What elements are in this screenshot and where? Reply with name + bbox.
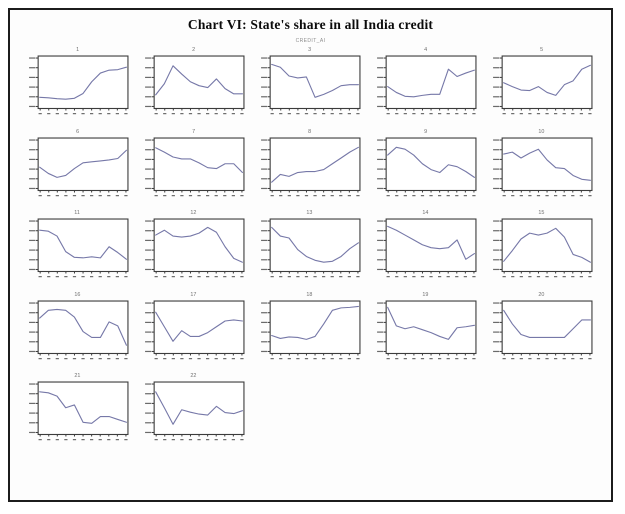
subplot-number: 3 xyxy=(307,47,312,53)
subplot-14: 14 xyxy=(371,210,480,282)
data-line xyxy=(271,226,359,263)
charts-grid: 1 2 3 4 5 6 7 8 9 10 11 12 13 14 15 16 17 18 19 20 21 22 xyxy=(10,44,611,445)
subplot-canvas xyxy=(261,137,361,196)
subplot-22: 22 xyxy=(139,373,248,445)
subplot-number: 2 xyxy=(191,47,196,53)
data-line xyxy=(271,305,359,340)
subplot-canvas xyxy=(377,218,477,278)
subplot-number: 5 xyxy=(539,47,544,53)
subplot-number: 17 xyxy=(190,292,197,298)
data-line xyxy=(271,63,359,98)
data-line xyxy=(39,391,127,425)
data-line xyxy=(39,229,127,260)
subplot-canvas xyxy=(261,55,361,115)
subplot-canvas xyxy=(493,137,593,196)
subplot-number: 7 xyxy=(191,128,196,135)
subplot-number: 10 xyxy=(538,128,545,135)
subplot-3: 3 xyxy=(255,47,364,119)
subplot-number: 22 xyxy=(190,373,197,380)
subplot-number: 8 xyxy=(307,128,312,135)
data-line xyxy=(39,66,127,100)
subplot-number: 14 xyxy=(422,210,429,216)
subplot-6: 6 xyxy=(23,129,132,201)
subplot-canvas xyxy=(493,55,593,115)
subplot-number: 1 xyxy=(75,47,80,53)
subplot-number: 6 xyxy=(75,128,80,135)
subplot-canvas xyxy=(261,300,361,359)
subplot-canvas xyxy=(29,55,129,115)
subplot-canvas xyxy=(377,55,477,115)
subplot-canvas xyxy=(145,381,245,441)
subplot-number: 15 xyxy=(538,210,545,216)
subplot-canvas xyxy=(29,300,129,359)
subplot-number: 20 xyxy=(538,292,545,298)
data-line xyxy=(503,64,591,96)
subplot-canvas xyxy=(29,381,129,441)
data-line xyxy=(155,146,243,173)
data-line xyxy=(155,226,243,263)
data-line xyxy=(503,227,591,263)
subplot-canvas xyxy=(493,300,593,359)
subplot-9: 9 xyxy=(371,129,480,201)
subplot-canvas xyxy=(261,218,361,278)
subplot-canvas xyxy=(29,218,129,278)
data-line xyxy=(155,311,243,342)
subplot-1: 1 xyxy=(23,47,132,119)
subplot-number: 12 xyxy=(190,210,197,216)
data-line xyxy=(155,391,243,426)
data-line xyxy=(387,146,475,178)
subplot-number: 19 xyxy=(422,292,429,298)
subplot-11: 11 xyxy=(23,210,132,282)
subplot-canvas xyxy=(377,300,477,359)
subplot-5: 5 xyxy=(487,47,596,119)
chart-subtitle: CREDIT_AI xyxy=(295,38,326,44)
subplot-canvas xyxy=(29,137,129,196)
chart-frame: Chart VI: State's share in all India cre… xyxy=(8,8,613,502)
data-line xyxy=(503,309,591,338)
subplot-number: 16 xyxy=(74,292,81,298)
subplot-number: 13 xyxy=(306,210,313,216)
data-line xyxy=(39,308,127,346)
subplot-canvas xyxy=(145,137,245,196)
subplot-13: 13 xyxy=(255,210,364,282)
subplot-number: 9 xyxy=(423,128,428,135)
subplot-15: 15 xyxy=(487,210,596,282)
data-line xyxy=(271,146,359,183)
subplot-2: 2 xyxy=(139,47,248,119)
subplot-12: 12 xyxy=(139,210,248,282)
subplot-number: 18 xyxy=(306,292,313,298)
subplot-19: 19 xyxy=(371,292,480,364)
subplot-canvas xyxy=(493,218,593,278)
data-line xyxy=(39,149,127,178)
subplot-8: 8 xyxy=(255,129,364,201)
subplot-4: 4 xyxy=(371,47,480,119)
subplot-21: 21 xyxy=(23,373,132,445)
subplot-7: 7 xyxy=(139,129,248,201)
subplot-canvas xyxy=(145,218,245,278)
data-line xyxy=(387,306,475,340)
subplot-16: 16 xyxy=(23,292,132,364)
subplot-canvas xyxy=(377,137,477,196)
subplot-18: 18 xyxy=(255,292,364,364)
data-line xyxy=(155,65,243,96)
data-line xyxy=(503,148,591,181)
subplot-number: 11 xyxy=(74,210,81,216)
subplot-number: 21 xyxy=(74,373,81,380)
chart-title: Chart VI: State's share in all India cre… xyxy=(187,17,434,32)
subplot-20: 20 xyxy=(487,292,596,364)
subplot-canvas xyxy=(145,55,245,115)
subplot-canvas xyxy=(145,300,245,359)
data-line xyxy=(387,68,475,98)
data-line xyxy=(387,225,475,260)
subplot-10: 10 xyxy=(487,129,596,201)
subplot-number: 4 xyxy=(423,47,428,53)
subplot-17: 17 xyxy=(139,292,248,364)
